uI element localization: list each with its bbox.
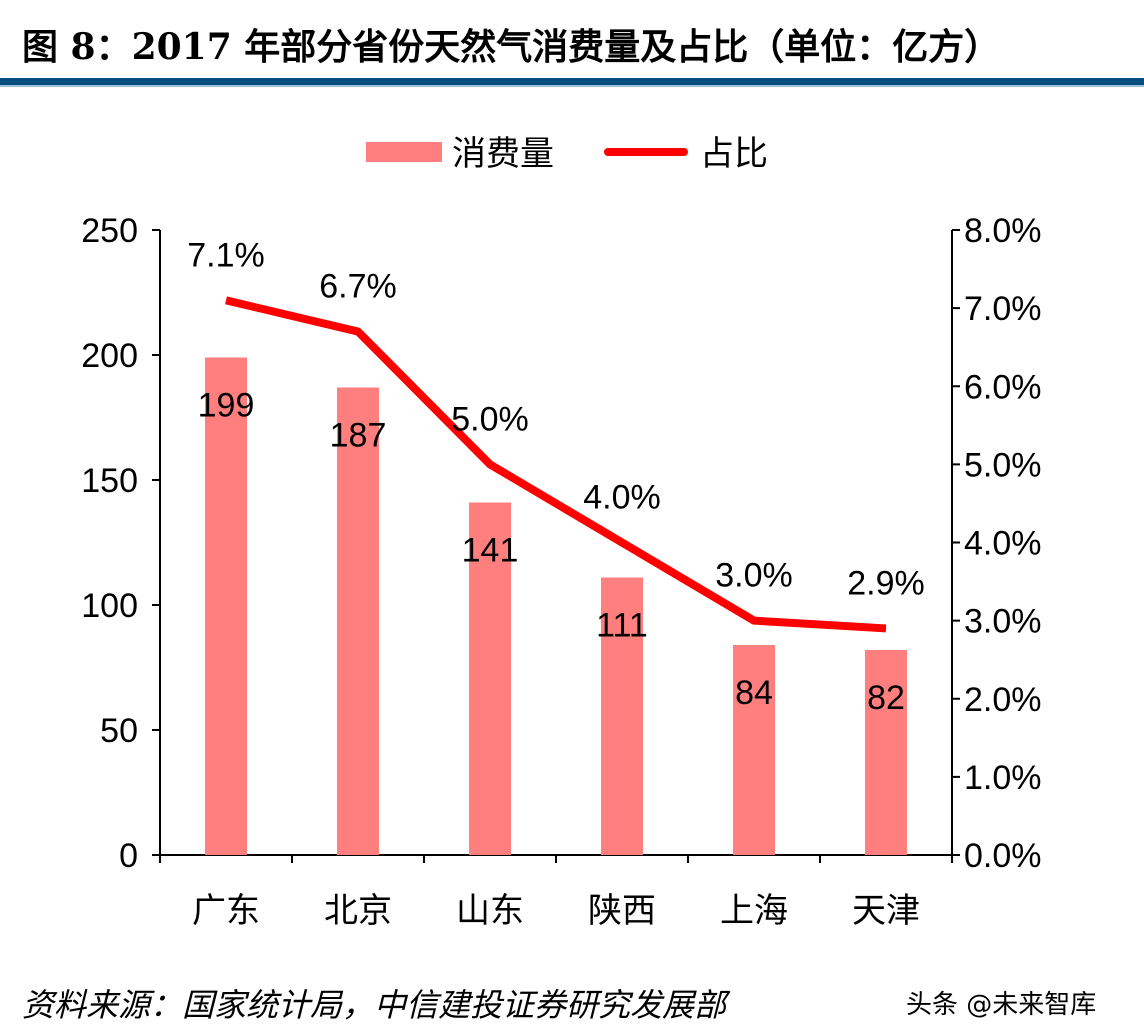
watermark: 头条 @未来智库: [906, 990, 1097, 1020]
left-tick-label: 250: [81, 212, 138, 250]
bar: [601, 577, 643, 855]
x-tick-label: 上海: [720, 892, 788, 930]
bar: [337, 387, 379, 855]
line-value-label: 2.9%: [847, 564, 925, 602]
figure-title: 图 8：2017 年部分省份天然气消费量及占比（单位：亿方）: [22, 26, 1001, 68]
line-value-label: 3.0%: [715, 557, 793, 595]
line-value-label: 5.0%: [451, 400, 529, 438]
legend-bar-swatch: [366, 142, 442, 162]
left-tick-label: 50: [100, 712, 138, 750]
x-tick-label: 北京: [324, 892, 392, 930]
x-tick-label: 陕西: [588, 892, 656, 930]
legend-line-label: 占比: [700, 135, 768, 173]
bar-value-label: 111: [596, 607, 648, 645]
right-tick-label: 3.0%: [964, 603, 1042, 641]
bar: [469, 502, 511, 855]
left-tick-label: 150: [81, 462, 138, 500]
x-tick-label: 天津: [852, 892, 920, 930]
share-line: [225, 296, 887, 633]
title-divider: [0, 78, 1144, 87]
line-value-label: 4.0%: [583, 479, 661, 517]
bar: [205, 357, 247, 855]
source-note: 资料来源：国家统计局，中信建投证券研究发展部: [22, 986, 727, 1024]
bar-value-label: 187: [330, 417, 387, 455]
bar-value-label: 141: [462, 532, 519, 570]
right-tick-label: 4.0%: [964, 525, 1042, 563]
x-tick-label: 山东: [456, 892, 524, 930]
bar: [865, 650, 907, 855]
left-tick-label: 200: [81, 337, 138, 375]
right-tick-label: 1.0%: [964, 759, 1042, 797]
bar-value-label: 84: [735, 674, 773, 712]
right-tick-label: 5.0%: [964, 446, 1042, 484]
bar: [733, 645, 775, 855]
line-value-label: 7.1%: [187, 236, 265, 274]
legend-bar-label: 消费量: [452, 135, 554, 173]
x-tick-label: 广东: [192, 892, 260, 930]
left-tick-label: 100: [81, 587, 138, 625]
line-value-label: 6.7%: [319, 268, 397, 306]
right-tick-label: 0.0%: [964, 837, 1042, 875]
right-tick-label: 2.0%: [964, 681, 1042, 719]
right-tick-label: 8.0%: [964, 212, 1042, 250]
left-tick-label: 0: [119, 837, 138, 875]
bar-value-label: 199: [198, 387, 255, 425]
right-tick-label: 6.0%: [964, 368, 1042, 406]
right-tick-label: 7.0%: [964, 290, 1042, 328]
bar-value-label: 82: [867, 679, 905, 717]
